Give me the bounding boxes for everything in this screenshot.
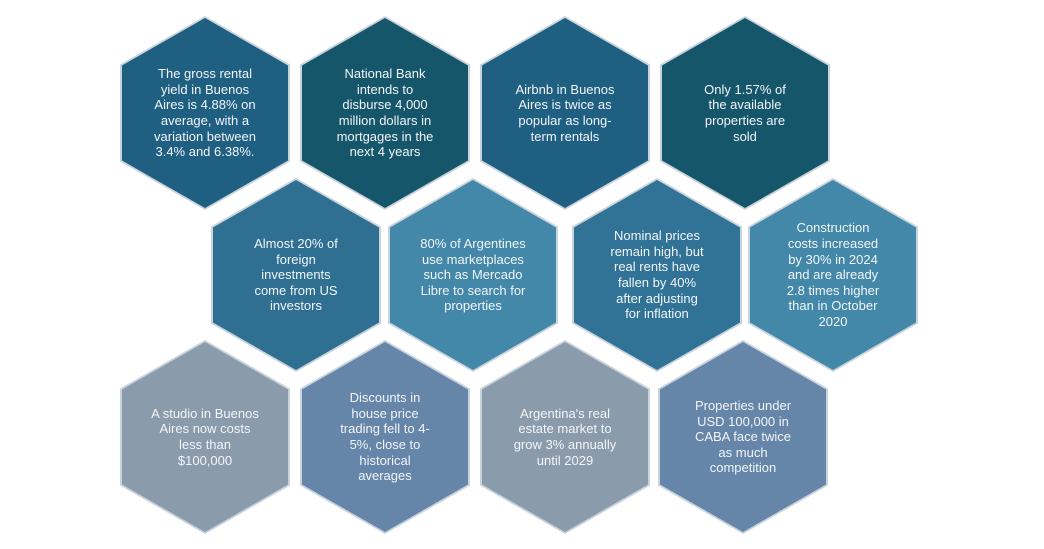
hexagon-fact-2: National Bank intends to disburse 4,000 … bbox=[302, 18, 468, 208]
hexagon-text: National Bank intends to disburse 4,000 … bbox=[336, 66, 434, 160]
hexagon-text: Construction costs increased by 30% in 2… bbox=[786, 220, 880, 329]
hexagon-text: 80% of Argentines use marketplaces such … bbox=[420, 236, 526, 314]
hexagon-text: Airbnb in Buenos Aires is twice as popul… bbox=[515, 81, 615, 144]
hexagon-fact-3: Airbnb in Buenos Aires is twice as popul… bbox=[482, 18, 648, 208]
hexagon-fact-5: Almost 20% of foreign investments come f… bbox=[213, 180, 379, 370]
hexagon-text: Almost 20% of foreign investments come f… bbox=[254, 236, 338, 314]
hexagon-fact-10: Discounts in house price trading fell to… bbox=[302, 342, 468, 532]
hexagon-text: Argentina's real estate market to grow 3… bbox=[513, 405, 617, 468]
hexagon-text: Properties under USD 100,000 in CABA fac… bbox=[694, 398, 792, 476]
hexagon-text: The gross rental yield in Buenos Aires i… bbox=[154, 66, 256, 160]
hexagon-fact-4: Only 1.57% of the available properties a… bbox=[662, 18, 828, 208]
hexagon-fact-1: The gross rental yield in Buenos Aires i… bbox=[122, 18, 288, 208]
hexagon-text: Only 1.57% of the available properties a… bbox=[704, 81, 786, 144]
hexagon-fact-9: A studio in Buenos Aires now costs less … bbox=[122, 342, 288, 532]
hexagon-fact-8: Construction costs increased by 30% in 2… bbox=[750, 180, 916, 370]
hexagon-fact-12: Properties under USD 100,000 in CABA fac… bbox=[660, 342, 826, 532]
hexagon-text: A studio in Buenos Aires now costs less … bbox=[151, 405, 259, 468]
hexagon-text: Discounts in house price trading fell to… bbox=[340, 390, 430, 484]
hexagon-fact-11: Argentina's real estate market to grow 3… bbox=[482, 342, 648, 532]
hexagon-fact-7: Nominal prices remain high, but real ren… bbox=[574, 180, 740, 370]
hexagon-fact-6: 80% of Argentines use marketplaces such … bbox=[390, 180, 556, 370]
hexagon-text: Nominal prices remain high, but real ren… bbox=[610, 228, 704, 322]
